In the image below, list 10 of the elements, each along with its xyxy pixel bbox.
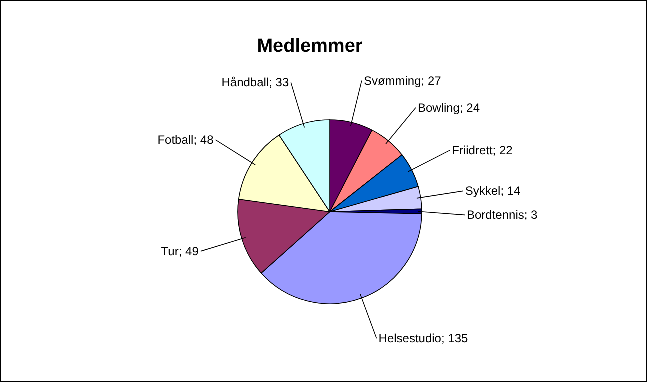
- slice-label: Bordtennis; 3: [467, 208, 538, 222]
- slice-label: Helsestudio; 135: [378, 332, 469, 346]
- slice-label: Fotball; 48: [158, 133, 214, 148]
- slice-label: Håndball; 33: [222, 76, 290, 90]
- chart-title: Medlemmer: [257, 36, 364, 57]
- slice-label: Tur; 49: [161, 244, 200, 258]
- slice-label: Sykkel; 14: [465, 184, 522, 198]
- slice-label: Bowling; 24: [418, 100, 480, 115]
- slice-label: Svømming; 27: [364, 74, 442, 88]
- slice-label: Friidrett; 22: [452, 143, 514, 158]
